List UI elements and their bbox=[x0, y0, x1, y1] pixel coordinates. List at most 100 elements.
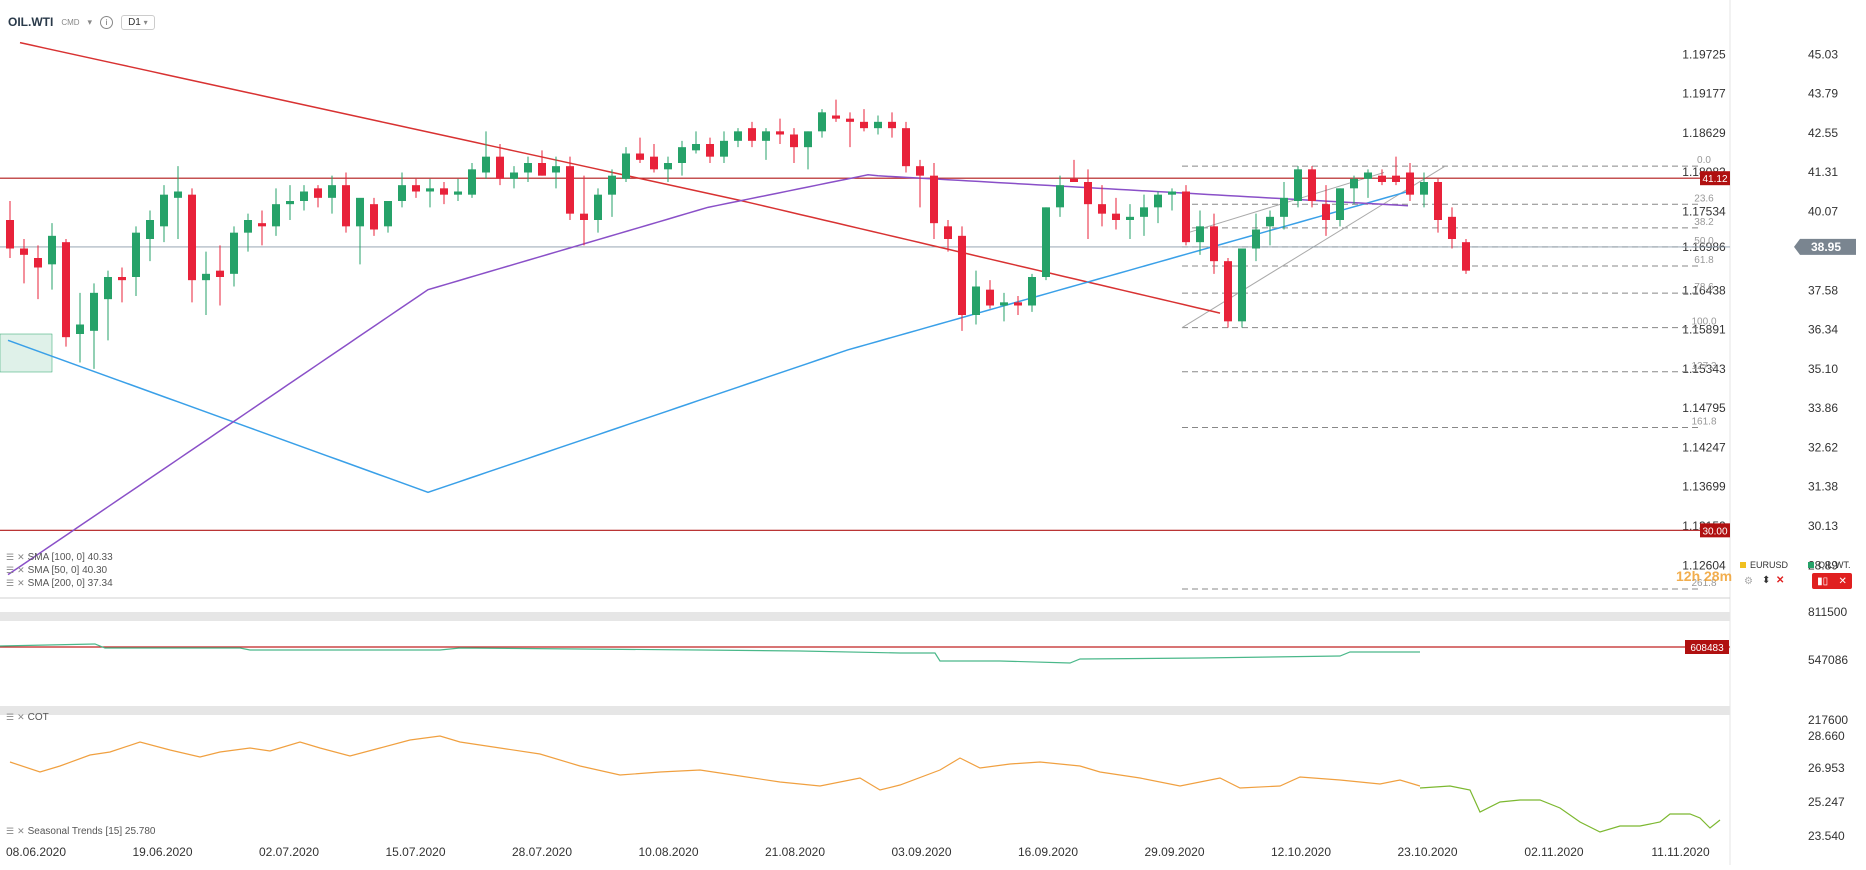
list-icon[interactable]: ☰ bbox=[6, 712, 15, 722]
candle-body bbox=[720, 140, 728, 157]
close-icon[interactable]: ✕ bbox=[17, 712, 25, 722]
close-icon[interactable]: ✕ bbox=[17, 552, 25, 562]
close-icon[interactable]: ✕ bbox=[17, 826, 25, 836]
candle-body bbox=[34, 258, 42, 268]
candle bbox=[706, 137, 714, 163]
candle-body bbox=[1420, 182, 1428, 195]
candle-body bbox=[930, 175, 938, 224]
candle-body bbox=[356, 197, 364, 227]
candle-body bbox=[76, 324, 84, 334]
candle bbox=[160, 185, 168, 243]
candle bbox=[62, 239, 70, 347]
settings-icon[interactable]: ⚙ bbox=[1744, 576, 1753, 587]
candle-body bbox=[972, 286, 980, 315]
candle-body bbox=[818, 112, 826, 132]
candle-body bbox=[510, 172, 518, 179]
candle-body bbox=[188, 194, 196, 281]
x-axis-label: 23.10.2020 bbox=[1397, 845, 1457, 859]
list-icon[interactable]: ☰ bbox=[6, 826, 15, 836]
level-tag bbox=[1700, 523, 1730, 538]
info-icon[interactable]: i bbox=[100, 15, 114, 29]
candle-body bbox=[384, 201, 392, 227]
candle-body bbox=[860, 121, 868, 129]
candle-body bbox=[1014, 302, 1022, 306]
candle bbox=[986, 280, 994, 309]
legend-eurusd[interactable]: EURUSD bbox=[1740, 560, 1788, 570]
candle-body bbox=[1084, 182, 1092, 205]
candle bbox=[342, 172, 350, 233]
chevron-down-icon[interactable]: ▾ bbox=[87, 16, 93, 27]
right-axis-tick: 42.55 bbox=[1808, 126, 1838, 140]
volume-line bbox=[0, 643, 1420, 664]
candle-body bbox=[1364, 172, 1372, 179]
fib-label: 161.8 bbox=[1691, 416, 1716, 427]
candle bbox=[34, 245, 42, 300]
timeframe-select[interactable]: D1 ▾ bbox=[121, 14, 155, 30]
indicator-sma50[interactable]: ☰ ✕ SMA [50, 0] 40.30 bbox=[6, 565, 107, 576]
legend-oil[interactable]: OIL.WT. bbox=[1808, 560, 1851, 570]
list-icon[interactable]: ☰ bbox=[6, 565, 15, 575]
indicator-cot[interactable]: ☰ ✕ COT bbox=[6, 712, 49, 723]
x-axis-label: 08.06.2020 bbox=[6, 845, 66, 859]
list-icon[interactable]: ☰ bbox=[6, 552, 15, 562]
x-axis-label: 28.07.2020 bbox=[512, 845, 572, 859]
candle-body bbox=[1336, 188, 1344, 220]
right-axis-tick: 33.86 bbox=[1808, 401, 1838, 415]
candle-body bbox=[1266, 216, 1274, 227]
sort-icon[interactable]: ⬍ bbox=[1762, 575, 1771, 586]
candle-body bbox=[440, 188, 448, 195]
candle bbox=[482, 131, 490, 179]
candle-body bbox=[146, 220, 154, 239]
volume-axis-tick: 217600 bbox=[1808, 713, 1848, 727]
sma50-line bbox=[7, 190, 1409, 494]
close-icon[interactable]: ✕ bbox=[17, 578, 25, 588]
chart-type-button[interactable]: ▮▯ ✕ bbox=[1812, 573, 1852, 589]
left-axis-tick: 1.17534 bbox=[1682, 204, 1726, 218]
candle-body bbox=[888, 121, 896, 129]
candle bbox=[132, 226, 140, 296]
x-axis-label: 16.09.2020 bbox=[1018, 845, 1078, 859]
candle bbox=[1378, 169, 1386, 186]
left-axis-tick: 1.18629 bbox=[1682, 126, 1726, 140]
candle-body bbox=[412, 185, 420, 192]
seasonal-line-forecast bbox=[1419, 785, 1721, 833]
list-icon[interactable]: ☰ bbox=[6, 578, 15, 588]
indicator-sma200[interactable]: ☰ ✕ SMA [200, 0] 37.34 bbox=[6, 578, 113, 589]
candle bbox=[888, 112, 896, 138]
indicator-sma100[interactable]: ☰ ✕ SMA [100, 0] 40.33 bbox=[6, 552, 113, 563]
seasonal-axis-tick: 23.540 bbox=[1808, 829, 1845, 843]
symbol-name[interactable]: OIL.WTI bbox=[8, 15, 54, 29]
candle bbox=[1420, 172, 1428, 208]
right-axis-tick: 40.07 bbox=[1808, 204, 1838, 218]
close-icon[interactable]: ✕ bbox=[17, 565, 25, 575]
candle-body bbox=[1350, 178, 1358, 189]
candle-body bbox=[1308, 169, 1316, 201]
x-axis-label: 10.08.2020 bbox=[638, 845, 698, 859]
close-icon[interactable]: ✕ bbox=[1776, 575, 1785, 586]
candle bbox=[258, 210, 266, 246]
candle bbox=[1126, 204, 1134, 239]
candle-body bbox=[762, 131, 770, 141]
candle bbox=[1014, 296, 1022, 315]
candle bbox=[1084, 169, 1092, 239]
candle bbox=[1070, 159, 1078, 182]
candle bbox=[720, 131, 728, 163]
candle bbox=[818, 109, 826, 138]
candle bbox=[1112, 197, 1120, 230]
candle bbox=[146, 210, 154, 262]
candle-body bbox=[1322, 204, 1330, 220]
indicator-label: SMA [200, 0] 37.34 bbox=[27, 578, 113, 589]
fib-label: 38.2 bbox=[1694, 217, 1714, 228]
candle bbox=[1196, 210, 1204, 255]
candle bbox=[370, 197, 378, 236]
candle-body bbox=[1028, 277, 1036, 306]
candle bbox=[1434, 178, 1442, 233]
volume-axis-tick: 547086 bbox=[1808, 653, 1848, 667]
candle bbox=[328, 175, 336, 214]
candle-body bbox=[468, 169, 476, 195]
candle-body bbox=[552, 166, 560, 173]
level-tag-label: 41.12 bbox=[1702, 174, 1727, 185]
candle bbox=[244, 213, 252, 252]
indicator-seasonal[interactable]: ☰ ✕ Seasonal Trends [15] 25.780 bbox=[6, 826, 156, 837]
